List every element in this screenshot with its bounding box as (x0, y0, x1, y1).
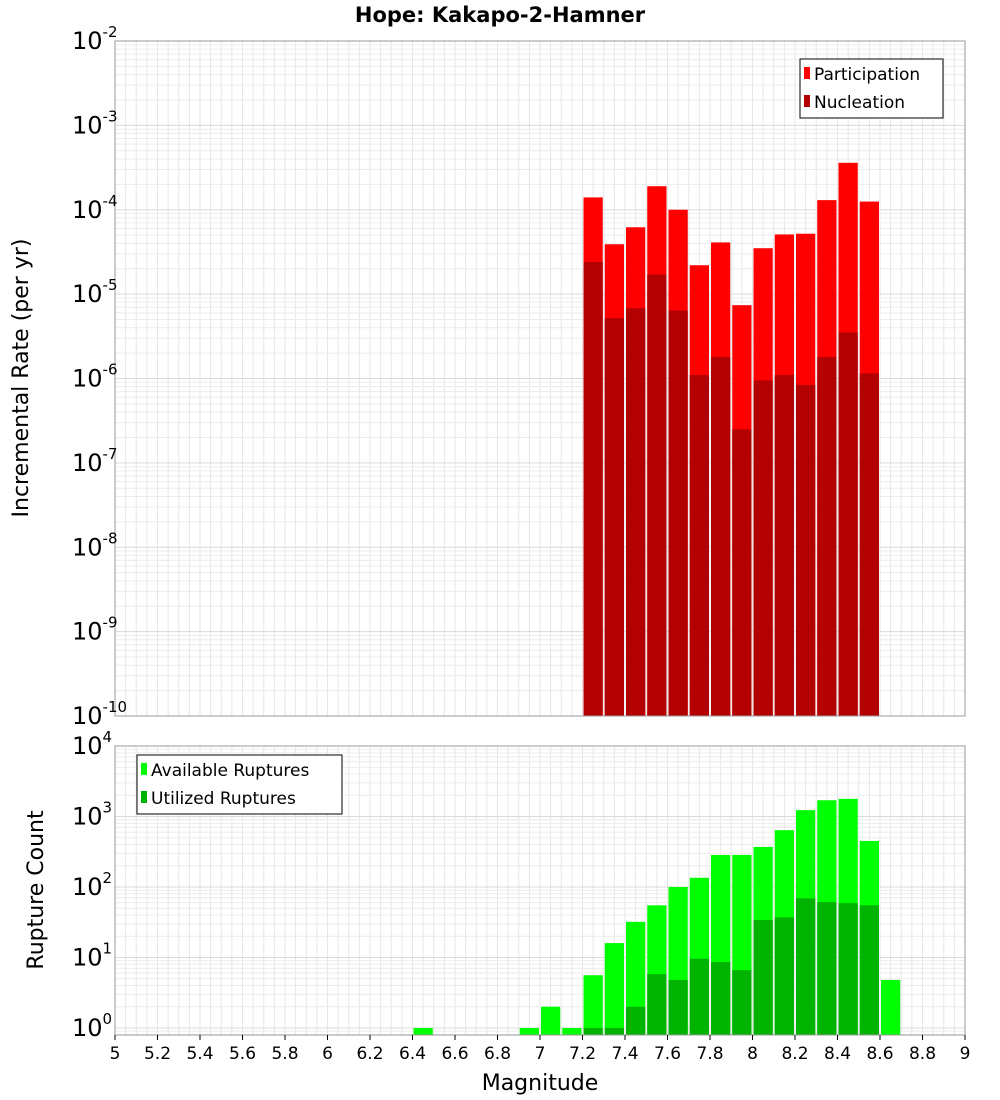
x-tick-label: 6.6 (441, 1044, 468, 1064)
bar-utilized-ruptures (668, 979, 688, 1035)
bar-utilized-ruptures (689, 958, 709, 1035)
y-tick-label: 101 (72, 939, 112, 971)
y-tick-label: 10-6 (72, 361, 118, 393)
x-tick-label: 5.6 (229, 1044, 256, 1064)
x-tick-label: 7 (535, 1044, 546, 1064)
bottom-y-ticks: 100 101 102 103 104 (72, 728, 112, 1042)
y-tick-label: 104 (72, 728, 112, 760)
bar-available-ruptures (541, 1006, 561, 1035)
x-tick-label: 9 (960, 1044, 971, 1064)
x-tick-label: 8.8 (909, 1044, 936, 1064)
legend-swatch (804, 95, 810, 107)
top-bars (583, 162, 879, 717)
bar-available-ruptures (881, 979, 901, 1035)
legend-box (799, 58, 944, 119)
bar-available-ruptures (413, 1027, 433, 1035)
bar-utilized-ruptures (859, 905, 879, 1035)
x-tick-label: 8 (747, 1044, 758, 1064)
bottom-y-axis-label: Rupture Count (24, 810, 49, 970)
bar-nucleation (796, 384, 816, 716)
bar-nucleation (838, 332, 858, 716)
y-tick-label: 10-9 (72, 614, 118, 646)
bar-utilized-ruptures (838, 903, 858, 1035)
x-tick-label: 8.6 (866, 1044, 893, 1064)
bottom-legend: Available Ruptures Utilized Ruptures (136, 754, 343, 815)
bar-nucleation (689, 375, 709, 716)
bar-nucleation (711, 356, 731, 716)
x-tick-label: 5.8 (271, 1044, 298, 1064)
x-tick-label: 8.2 (781, 1044, 808, 1064)
bar-nucleation (583, 262, 603, 716)
rupture-count-panel: 100 101 102 103 104 5 5.2 5.4 5.6 5.8 6 6.2 6.4 6.6 6… (24, 728, 970, 1096)
x-tick-label: 6.4 (399, 1044, 426, 1064)
bar-utilized-ruptures (774, 917, 794, 1035)
bar-available-ruptures (562, 1027, 582, 1035)
legend-label: Available Ruptures (151, 761, 309, 781)
bar-nucleation (774, 375, 794, 716)
top-grid (114, 41, 966, 717)
x-tick-label: 7.8 (696, 1044, 723, 1064)
chart-title: Hope: Kakapo-2-Hamner (355, 3, 646, 27)
x-tick-label: 5.2 (144, 1044, 171, 1064)
legend-label: Participation (814, 65, 920, 85)
top-legend: Participation Nucleation (799, 58, 944, 119)
x-tick-label: 6.2 (356, 1044, 383, 1064)
bar-nucleation (817, 356, 837, 716)
bar-nucleation (604, 318, 624, 716)
bar-utilized-ruptures (711, 962, 731, 1035)
x-tick-label: 6 (322, 1044, 333, 1064)
y-tick-label: 10-7 (72, 445, 118, 477)
bar-utilized-ruptures (626, 1006, 646, 1035)
x-tick-label: 5 (110, 1044, 121, 1064)
bar-nucleation (668, 310, 688, 716)
x-axis-label: Magnitude (482, 1071, 599, 1096)
y-tick-label: 103 (72, 798, 112, 830)
legend-swatch (804, 67, 810, 79)
legend-swatch (141, 791, 147, 803)
bar-available-ruptures (583, 975, 603, 1035)
bar-nucleation (732, 429, 752, 716)
y-tick-label: 10-8 (72, 529, 118, 561)
y-tick-label: 10-4 (72, 192, 118, 224)
top-y-axis-label: Incremental Rate (per yr) (9, 239, 34, 518)
bar-nucleation (626, 308, 646, 716)
y-tick-label: 10-10 (72, 698, 127, 730)
bar-nucleation (647, 274, 667, 716)
legend-swatch (141, 763, 147, 775)
y-tick-label: 102 (72, 869, 112, 901)
legend-label: Utilized Ruptures (151, 789, 296, 809)
y-tick-label: 100 (72, 1010, 112, 1042)
legend-box (136, 754, 343, 815)
bar-utilized-ruptures (732, 970, 752, 1035)
bar-nucleation (753, 380, 773, 716)
x-tick-label: 5.4 (186, 1044, 213, 1064)
participation-nucleation-panel: 10-10 10-9 10-8 10-7 10-6 10-5 10-4 10-3 10-2 In… (9, 23, 966, 730)
bottom-bars (413, 798, 901, 1035)
y-tick-label: 10-2 (72, 23, 118, 55)
x-ticks: 5 5.2 5.4 5.6 5.8 6 6.2 6.4 6.6 6.8 7 7.2 7.4 7.6 7.8 8… (110, 1035, 971, 1064)
bar-utilized-ruptures (583, 1027, 603, 1035)
x-tick-label: 8.4 (824, 1044, 851, 1064)
bar-available-ruptures (604, 943, 624, 1035)
legend-label: Nucleation (814, 93, 905, 113)
x-tick-label: 7.4 (611, 1044, 638, 1064)
x-tick-label: 7.6 (654, 1044, 681, 1064)
bar-utilized-ruptures (796, 898, 816, 1035)
y-tick-label: 10-5 (72, 276, 118, 308)
y-tick-label: 10-3 (72, 107, 118, 139)
bar-utilized-ruptures (753, 920, 773, 1035)
bar-available-ruptures (626, 921, 646, 1035)
bar-utilized-ruptures (817, 902, 837, 1035)
bar-nucleation (859, 373, 879, 716)
bar-utilized-ruptures (647, 974, 667, 1035)
x-tick-label: 7.2 (569, 1044, 596, 1064)
x-tick-label: 6.8 (484, 1044, 511, 1064)
bar-utilized-ruptures (604, 1027, 624, 1035)
top-plot-frame (114, 40, 966, 717)
bar-available-ruptures (519, 1027, 539, 1035)
